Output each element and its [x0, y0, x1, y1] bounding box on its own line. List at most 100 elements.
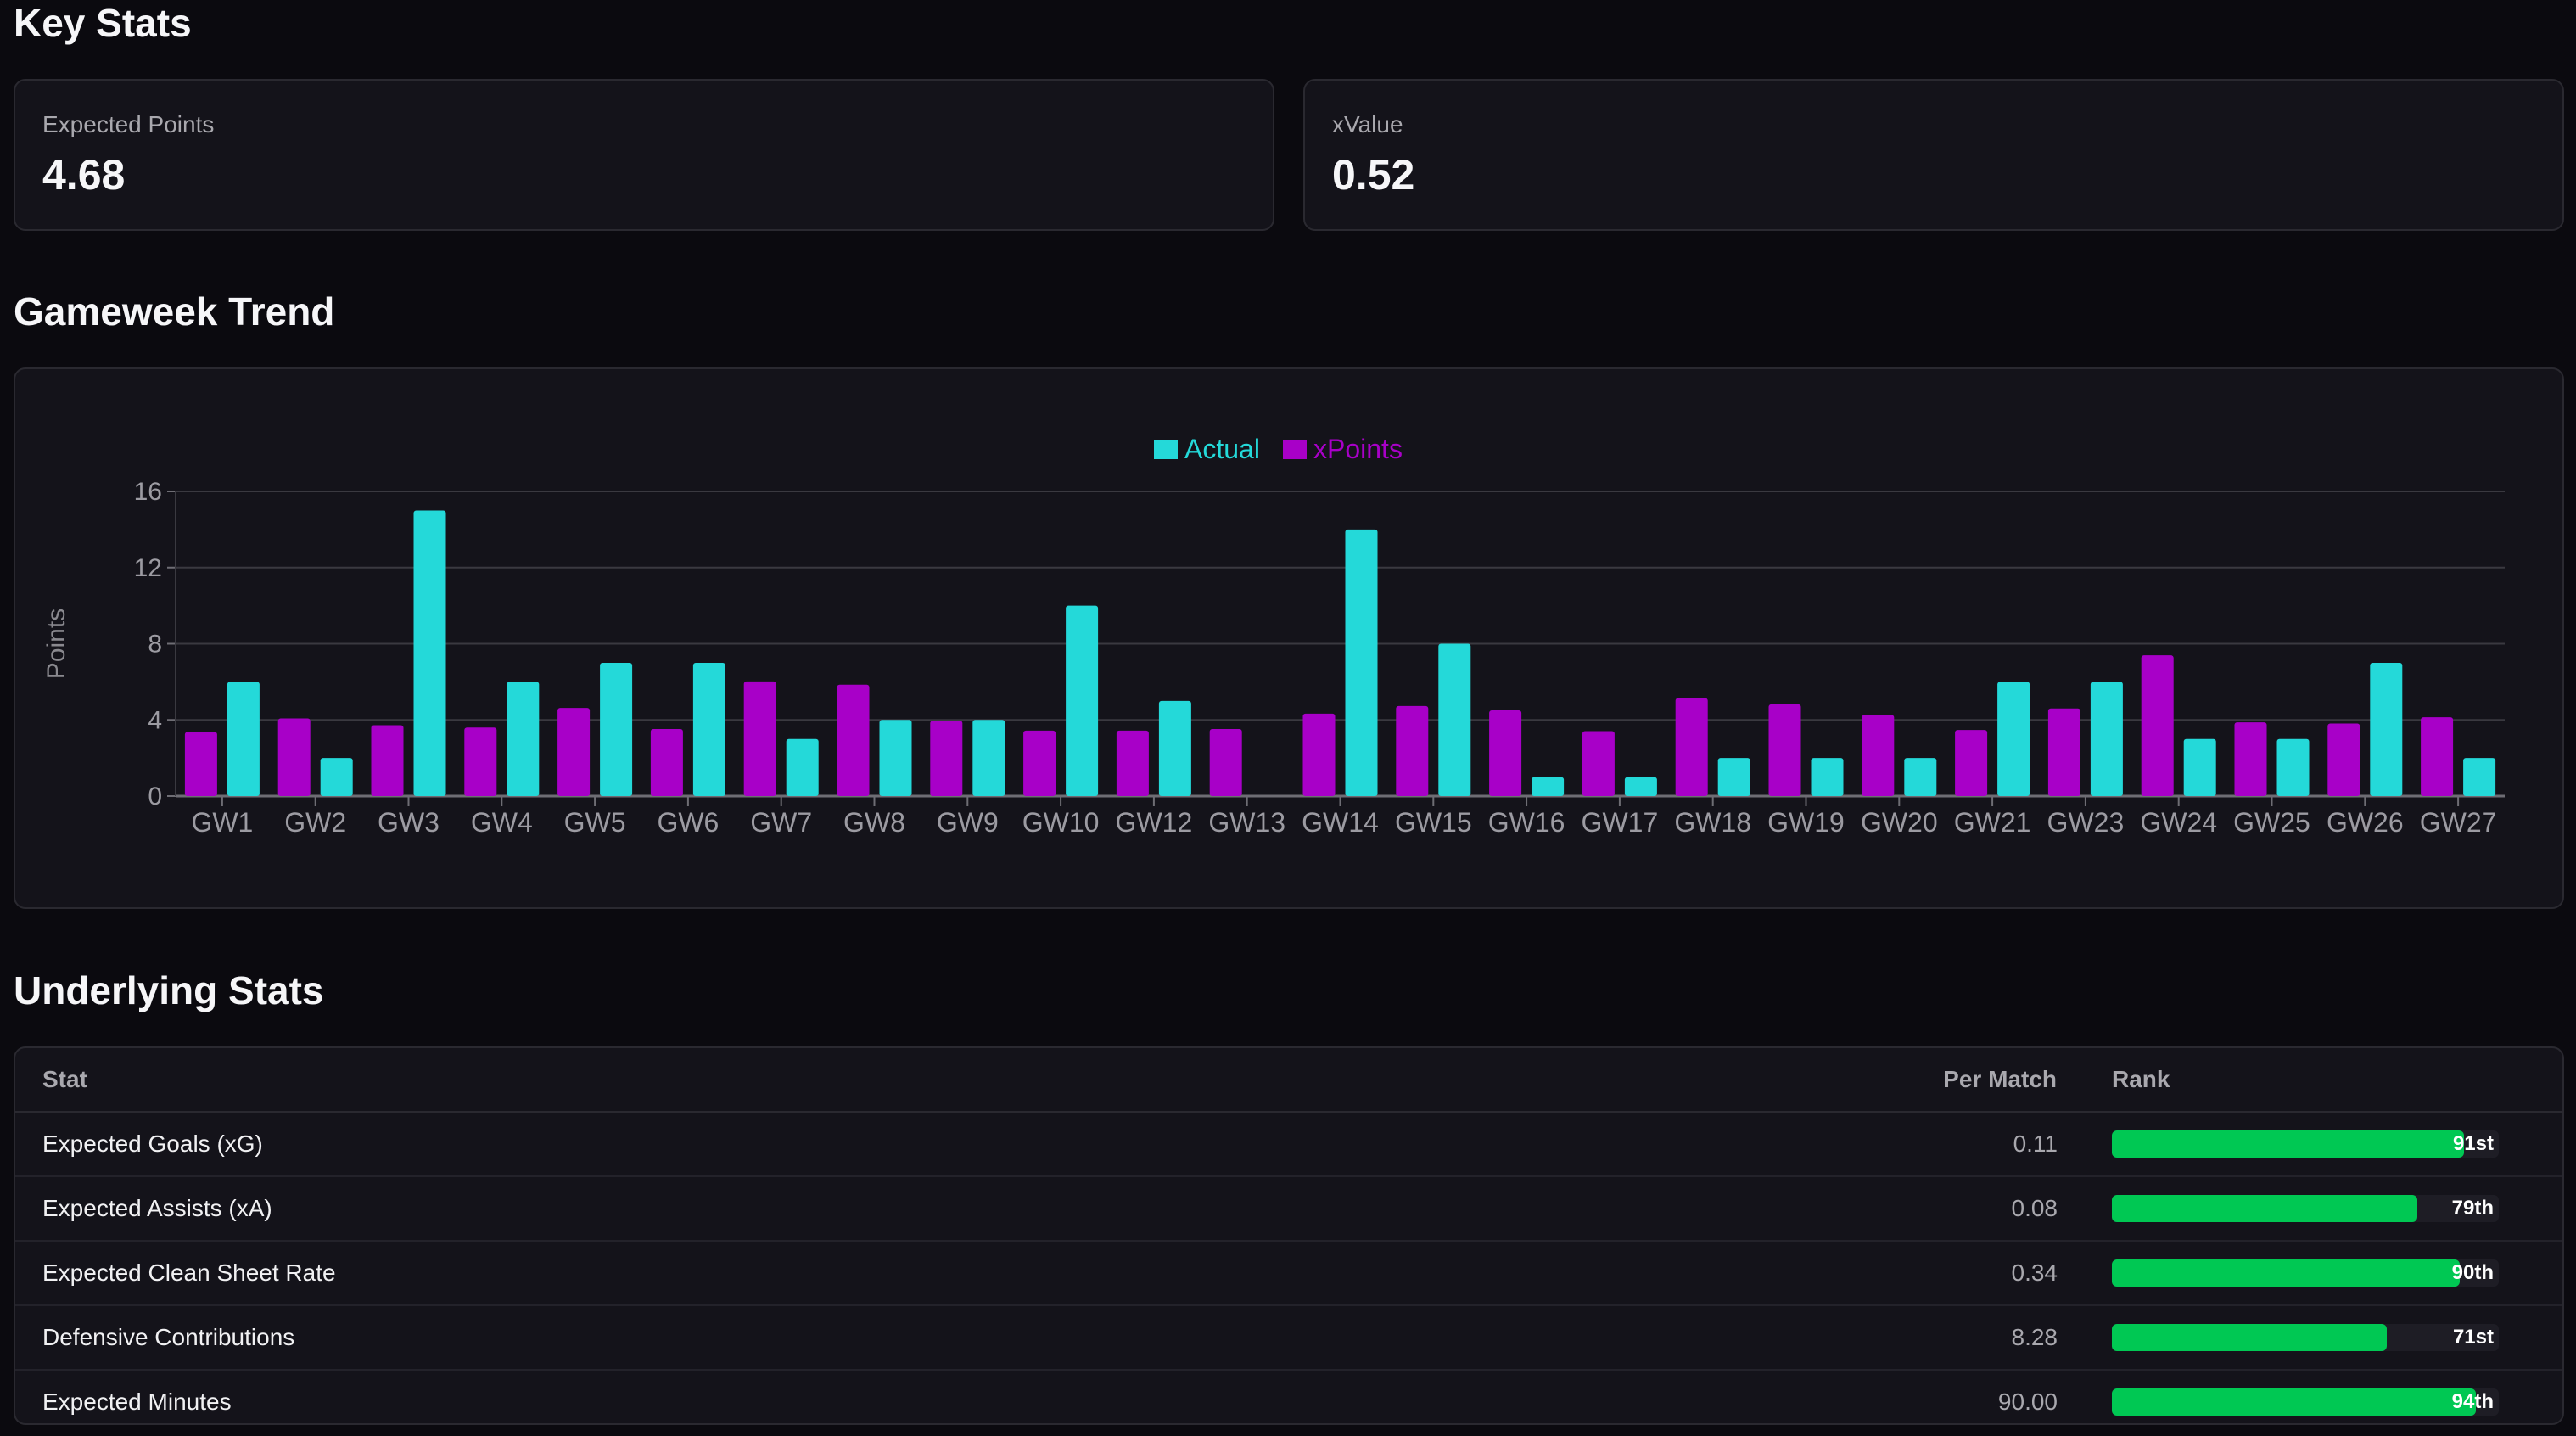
rank-bar-track: 79th — [2112, 1195, 2499, 1222]
bar-actual — [600, 662, 633, 796]
per-match-value: 8.28 — [1886, 1305, 2058, 1371]
x-tick-label: GW15 — [1395, 807, 1472, 838]
x-tick-label: GW12 — [1116, 807, 1193, 838]
expected-points-card: Expected Points 4.68 — [14, 79, 1274, 231]
x-tick-label: GW18 — [1674, 807, 1751, 838]
table-row: Expected Clean Sheet Rate 0.34 90th — [15, 1241, 2562, 1306]
legend-swatch-actual — [1154, 440, 1178, 459]
x-tick-label: GW2 — [284, 807, 346, 838]
bar-xpoints — [371, 725, 404, 796]
rank-label: 94th — [2451, 1390, 2494, 1413]
stat-name: Expected Minutes — [42, 1388, 232, 1415]
column-header-rank: Rank — [2058, 1048, 2562, 1113]
rank-cell: 90th — [2058, 1241, 2562, 1306]
bar-actual — [1438, 643, 1471, 796]
legend-label-xpoints: xPoints — [1313, 434, 1403, 464]
rank-bar-track: 94th — [2112, 1388, 2499, 1416]
bar-actual — [1066, 605, 1099, 796]
table-row: Expected Goals (xG) 0.11 91st — [15, 1112, 2562, 1177]
column-header-per-match: Per Match — [1886, 1048, 2058, 1113]
bar-xpoints — [743, 681, 776, 796]
column-header-stat: Stat — [15, 1048, 1886, 1113]
bar-actual — [1345, 529, 1378, 796]
bar-xpoints — [1582, 731, 1615, 796]
rank-label: 71st — [2452, 1326, 2494, 1349]
bar-actual — [227, 682, 260, 796]
bar-actual — [879, 720, 912, 796]
x-tick-label: GW14 — [1302, 807, 1379, 838]
bar-actual — [320, 758, 353, 796]
x-tick-label: GW20 — [1861, 807, 1938, 838]
rank-label: 90th — [2451, 1261, 2494, 1284]
bar-xpoints — [1302, 713, 1336, 796]
x-tick-label: GW8 — [843, 807, 905, 838]
x-tick-label: GW5 — [564, 807, 626, 838]
card-value: 4.68 — [42, 151, 126, 199]
bar-xpoints — [184, 732, 217, 796]
x-tick-label: GW27 — [2420, 807, 2497, 838]
y-tick-label: 16 — [134, 478, 162, 506]
rank-cell: 71st — [2058, 1305, 2562, 1371]
y-axis-title: Points — [42, 609, 70, 679]
table-row: Expected Minutes 90.00 94th — [15, 1370, 2562, 1423]
x-tick-label: GW1 — [191, 807, 253, 838]
underlying-stats-heading: Underlying Stats — [14, 968, 324, 1012]
y-tick-label: 0 — [148, 783, 162, 811]
x-tick-label: GW26 — [2327, 807, 2404, 838]
bar-actual — [1717, 758, 1750, 796]
rank-cell: 94th — [2058, 1370, 2562, 1423]
per-match-value: 0.08 — [1886, 1176, 2058, 1242]
rank-bar-track: 90th — [2112, 1259, 2499, 1287]
underlying-stats-table-card: Stat Per Match Rank Expected Goals (xG) … — [14, 1046, 2564, 1425]
per-match-value: 0.34 — [1886, 1241, 2058, 1306]
bar-actual — [1158, 700, 1191, 796]
rank-bar-fill — [2112, 1195, 2418, 1222]
bar-actual — [1997, 682, 2030, 796]
table-row: Expected Assists (xA) 0.08 79th — [15, 1176, 2562, 1242]
y-tick-label: 8 — [148, 631, 162, 659]
rank-bar-track: 91st — [2112, 1130, 2499, 1158]
bar-xpoints — [1675, 698, 1708, 796]
x-tick-label: GW4 — [471, 807, 533, 838]
x-tick-label: GW23 — [2047, 807, 2125, 838]
per-match-value: 0.11 — [1886, 1112, 2058, 1177]
bar-actual — [2090, 682, 2123, 796]
x-tick-label: GW6 — [657, 807, 719, 838]
x-tick-label: GW16 — [1488, 807, 1565, 838]
bar-xpoints — [1489, 710, 1522, 796]
bar-xpoints — [837, 684, 870, 796]
gameweek-trend-chart-card: 0 4 8 12 16 Points GW1 GW2 GW3 GW4 GW5 GW6 GW7 GW8 GW9… — [14, 367, 2564, 909]
key-stats-heading: Key Stats — [14, 1, 192, 45]
bar-xpoints — [650, 729, 683, 796]
rank-label: 79th — [2451, 1197, 2494, 1220]
x-tick-label: GW3 — [378, 807, 440, 838]
bar-xpoints — [930, 721, 963, 796]
legend-label-actual: Actual — [1184, 434, 1260, 464]
stat-name: Expected Assists (xA) — [15, 1176, 1886, 1242]
rank-cell: 79th — [2058, 1176, 2562, 1242]
bar-xpoints — [2327, 723, 2360, 796]
bar-actual — [2183, 738, 2216, 796]
bar-xpoints — [464, 727, 497, 796]
bar-actual — [1904, 758, 1937, 796]
bar-actual — [2276, 738, 2310, 796]
bar-xpoints — [1768, 704, 1801, 796]
card-label: Expected Points — [42, 111, 215, 137]
bar-xpoints — [1862, 715, 1895, 796]
rank-label: 91st — [2452, 1132, 2494, 1155]
bar-actual — [2463, 758, 2496, 796]
xvalue-card: xValue 0.52 — [1303, 79, 2564, 231]
stat-name: Expected Goals (xG) — [15, 1112, 1886, 1177]
x-tick-label: GW25 — [2233, 807, 2310, 838]
bar-actual — [786, 738, 819, 796]
bar-actual — [1532, 777, 1565, 796]
card-value: 0.52 — [1332, 151, 1415, 199]
y-tick-label: 4 — [148, 706, 162, 734]
rank-cell: 91st — [2058, 1112, 2562, 1177]
bar-actual — [507, 682, 540, 796]
underlying-stats-table: Stat Per Match Rank Expected Goals (xG) … — [15, 1048, 2562, 1423]
rank-bar-fill — [2112, 1259, 2461, 1287]
bar-xpoints — [1209, 729, 1242, 796]
bar-actual — [1624, 777, 1657, 796]
rank-bar-fill — [2112, 1130, 2464, 1158]
